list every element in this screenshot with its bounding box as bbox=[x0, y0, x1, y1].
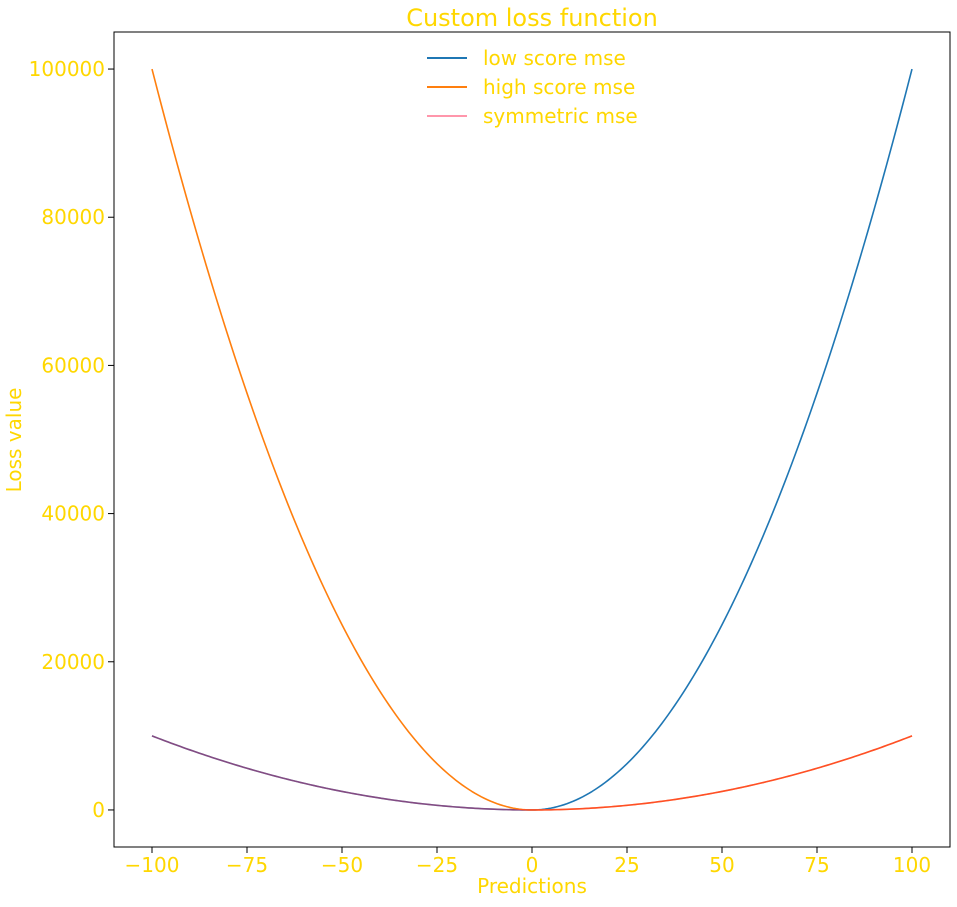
y-tick-label: 60000 bbox=[41, 353, 105, 377]
x-tick-label: 50 bbox=[709, 853, 734, 877]
x-tick-label: 100 bbox=[893, 853, 931, 877]
y-tick-label: 0 bbox=[92, 798, 105, 822]
y-tick-label: 20000 bbox=[41, 650, 105, 674]
legend-label: symmetric mse bbox=[483, 104, 638, 128]
x-tick-label: 25 bbox=[614, 853, 639, 877]
chart-title: Custom loss function bbox=[406, 4, 658, 32]
x-tick-label: −50 bbox=[321, 853, 363, 877]
x-tick-label: 75 bbox=[804, 853, 829, 877]
y-axis-label: Loss value bbox=[2, 388, 26, 493]
legend-label: low score mse bbox=[483, 46, 626, 70]
x-tick-label: −25 bbox=[416, 853, 458, 877]
x-tick-label: −75 bbox=[226, 853, 268, 877]
y-tick-label: 40000 bbox=[41, 502, 105, 526]
x-axis-label: Predictions bbox=[477, 874, 587, 898]
y-tick-label: 80000 bbox=[41, 205, 105, 229]
legend-label: high score mse bbox=[483, 75, 635, 99]
x-tick-label: −100 bbox=[125, 853, 180, 877]
y-tick-label: 100000 bbox=[29, 57, 105, 81]
legend: low score mse high score mse symmetric mse bbox=[427, 46, 638, 128]
